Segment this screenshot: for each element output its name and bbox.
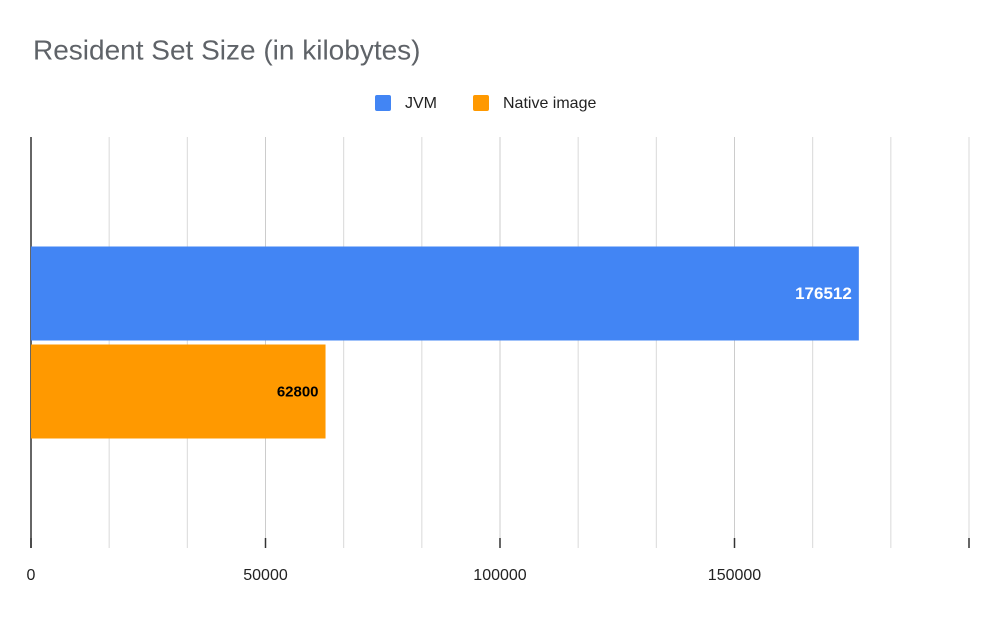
data-label: 176512 xyxy=(795,284,852,303)
legend-swatch xyxy=(473,95,489,111)
x-tick-label: 100000 xyxy=(473,567,526,584)
x-tick-label: 0 xyxy=(27,567,36,584)
x-tick-label: 50000 xyxy=(243,567,288,584)
bar xyxy=(31,344,326,439)
legend-swatch xyxy=(375,95,391,111)
x-tick-label: 150000 xyxy=(708,567,761,584)
legend-label: Native image xyxy=(503,95,596,112)
chart-title: Resident Set Size (in kilobytes) xyxy=(33,34,421,65)
data-label: 62800 xyxy=(277,383,319,400)
bar xyxy=(31,246,859,341)
legend-label: JVM xyxy=(405,95,437,112)
